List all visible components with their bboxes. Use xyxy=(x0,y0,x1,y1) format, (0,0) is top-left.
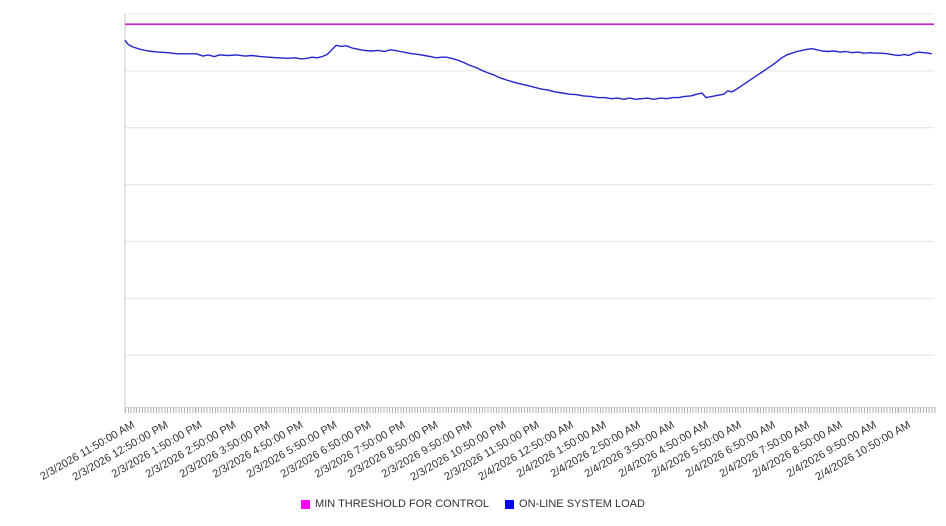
legend-item-min-threshold: MIN THRESHOLD FOR CONTROL xyxy=(301,498,489,510)
x-axis-minor-ticks xyxy=(125,407,936,413)
legend-swatch-blue-icon xyxy=(505,499,515,509)
legend-swatch-magenta-icon xyxy=(301,499,311,509)
plot-svg xyxy=(124,13,934,412)
legend-item-system-load: ON-LINE SYSTEM LOAD xyxy=(505,498,645,510)
legend-label-system-load: ON-LINE SYSTEM LOAD xyxy=(519,498,645,510)
legend-label-min-threshold: MIN THRESHOLD FOR CONTROL xyxy=(315,498,490,510)
series-line-on-line-system-load xyxy=(124,39,932,101)
legend: MIN THRESHOLD FOR CONTROL ON-LINE SYSTEM… xyxy=(0,498,946,510)
